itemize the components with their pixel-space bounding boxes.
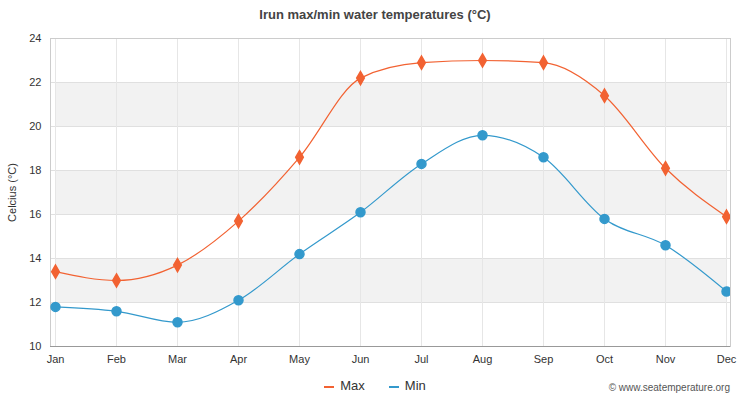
html-text:Max: Max: [340, 378, 365, 393]
svg-text:Aug: Aug: [473, 353, 493, 365]
svg-text:Oct: Oct: [596, 353, 613, 365]
svg-text:Jul: Jul: [414, 353, 428, 365]
svg-text:Dec: Dec: [717, 353, 737, 365]
svg-text:10: 10: [29, 340, 41, 352]
svg-text:Jan: Jan: [47, 353, 65, 365]
svg-text:20: 20: [29, 120, 41, 132]
svg-text:24: 24: [29, 32, 41, 44]
svg-text:May: May: [289, 353, 310, 365]
html-text:Min: Min: [404, 378, 426, 393]
svg-text:Sep: Sep: [534, 353, 554, 365]
html-text:© www.seatemperature.org: © www.seatemperature.org: [608, 382, 730, 393]
svg-text:Celcius (°C): Celcius (°C): [6, 163, 18, 222]
svg-text:12: 12: [29, 296, 41, 308]
svg-text:22: 22: [29, 76, 41, 88]
svg-text:Feb: Feb: [107, 353, 126, 365]
svg-text:Jun: Jun: [352, 353, 370, 365]
svg-text:14: 14: [29, 252, 41, 264]
svg-text:18: 18: [29, 164, 41, 176]
svg-text:Nov: Nov: [656, 353, 676, 365]
svg-text:16: 16: [29, 208, 41, 220]
svg-text:Mar: Mar: [168, 353, 187, 365]
html-text:Irun max/min water temperature: Irun max/min water temperatures (°C): [259, 7, 491, 22]
svg-text:Apr: Apr: [230, 353, 247, 365]
